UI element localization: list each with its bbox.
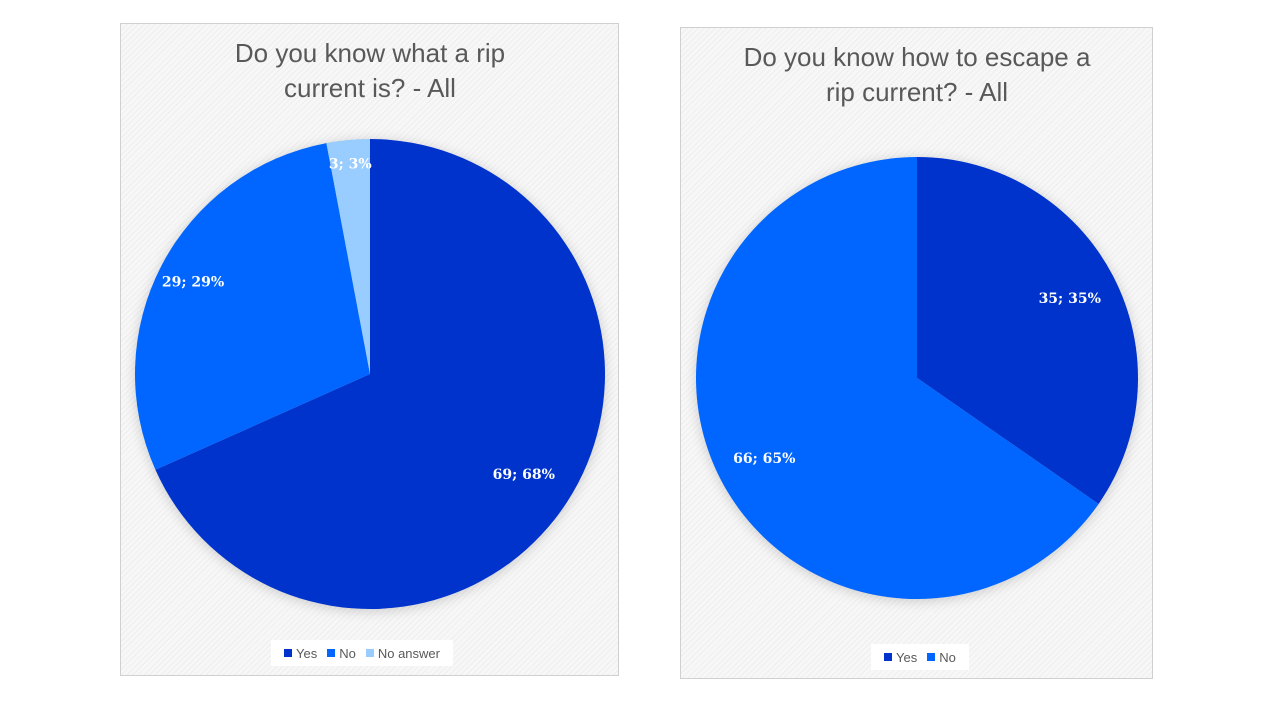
data-label-no: 29; 29% [162, 274, 224, 290]
chart-legend: Yes No No answer [271, 640, 453, 666]
legend-item-no-answer: No answer [365, 645, 440, 661]
legend-label: No [939, 649, 956, 665]
pie-slice-no [134, 143, 370, 470]
legend-swatch [327, 649, 336, 657]
legend-item-no: No [927, 650, 956, 665]
pie-slice-yes [155, 139, 606, 609]
legend-swatch [884, 653, 892, 661]
pie-chart: 69; 68% 29; 29% 3; 3% [134, 139, 606, 611]
legend-swatch [365, 649, 374, 657]
data-label-yes: 35; 35% [1039, 291, 1101, 307]
pie-chart: 35; 35% 66; 65% [695, 157, 1138, 601]
data-label-no: 66; 65% [733, 451, 795, 467]
legend-label: No [339, 645, 356, 661]
legend-item-yes: Yes [284, 646, 317, 661]
chart-title: Do you know how to escape a rip current?… [743, 42, 1091, 107]
pie-slice-no [695, 157, 1099, 600]
legend-label: Yes [896, 649, 918, 665]
legend-swatch [284, 649, 292, 657]
chart-legend: Yes No [871, 644, 969, 670]
legend-label: No answer [377, 645, 440, 661]
legend-item-no: No [327, 646, 356, 661]
data-label-no-answer: 3; 3% [329, 156, 372, 172]
legend-label: Yes [296, 645, 318, 661]
legend-swatch [927, 653, 936, 661]
data-label-yes: 69; 68% [493, 467, 555, 483]
pie-slice-no-answer [326, 139, 370, 374]
legend-item-yes: Yes [884, 650, 917, 665]
chart-panel-rip-current-escape: Do you know how to escape a rip current?… [680, 27, 1153, 679]
pie-slice-yes [917, 157, 1138, 504]
chart-title: Do you know what a rip current is? - All [234, 38, 506, 103]
chart-panel-rip-current-knowledge: Do you know what a rip current is? - All… [120, 23, 619, 676]
